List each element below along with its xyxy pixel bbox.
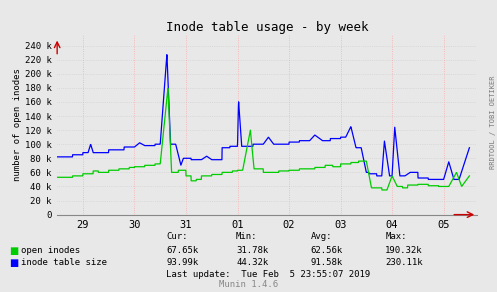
- Text: ■: ■: [9, 258, 18, 267]
- Text: Last update:  Tue Feb  5 23:55:07 2019: Last update: Tue Feb 5 23:55:07 2019: [166, 270, 371, 279]
- Text: inode table size: inode table size: [21, 258, 107, 267]
- Y-axis label: number of open inodes: number of open inodes: [13, 68, 22, 181]
- Text: RRDTOOL / TOBI OETIKER: RRDTOOL / TOBI OETIKER: [490, 76, 496, 169]
- Text: Min:: Min:: [236, 232, 257, 241]
- Text: Munin 1.4.6: Munin 1.4.6: [219, 280, 278, 289]
- Text: Avg:: Avg:: [311, 232, 332, 241]
- Text: 67.65k: 67.65k: [166, 246, 199, 255]
- Text: Max:: Max:: [385, 232, 407, 241]
- Text: 31.78k: 31.78k: [236, 246, 268, 255]
- Text: 62.56k: 62.56k: [311, 246, 343, 255]
- Text: 230.11k: 230.11k: [385, 258, 423, 267]
- Text: 93.99k: 93.99k: [166, 258, 199, 267]
- Text: 190.32k: 190.32k: [385, 246, 423, 255]
- Title: Inode table usage - by week: Inode table usage - by week: [166, 21, 368, 34]
- Text: Cur:: Cur:: [166, 232, 188, 241]
- Text: ■: ■: [9, 246, 18, 256]
- Text: 44.32k: 44.32k: [236, 258, 268, 267]
- Text: open inodes: open inodes: [21, 246, 80, 255]
- Text: 91.58k: 91.58k: [311, 258, 343, 267]
